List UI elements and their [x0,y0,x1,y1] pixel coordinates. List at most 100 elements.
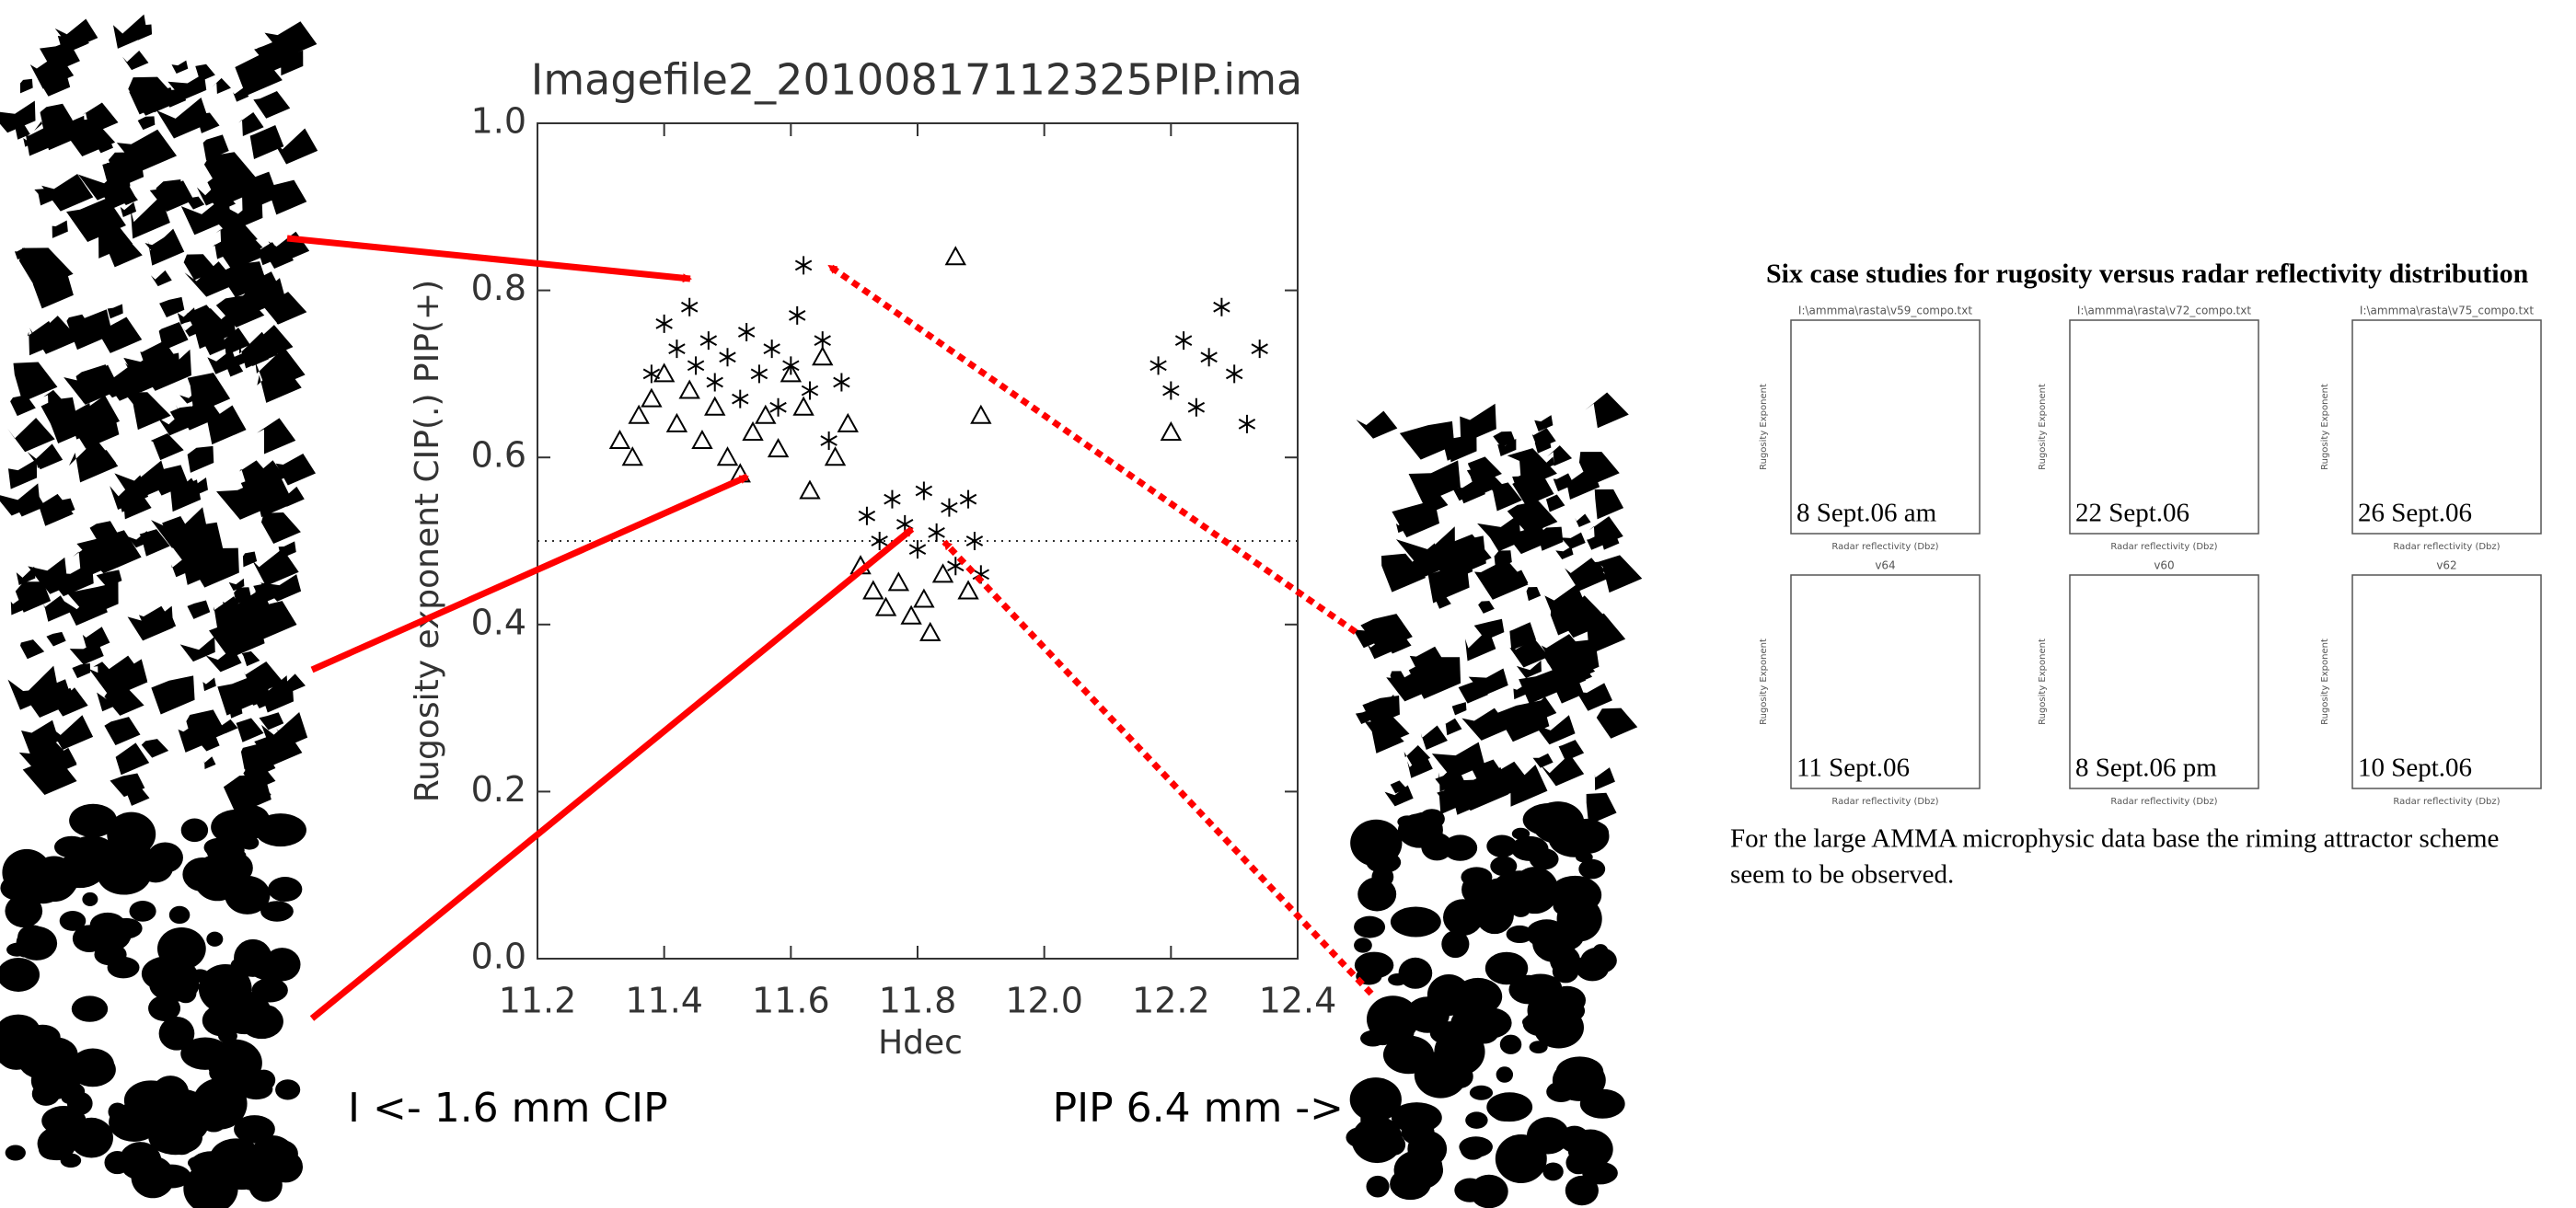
particle [1442,899,1484,936]
triangle-point [931,563,954,583]
particle [0,957,40,992]
particle [1459,1136,1493,1157]
particle [1384,785,1414,807]
particle [98,180,137,210]
y-tick-label: 0.4 [471,602,526,642]
triangle-point [780,362,803,383]
particle [1451,702,1467,716]
particle [211,77,231,95]
particle [1594,489,1624,520]
panel-date: 8 Sept.06 am [1796,499,1937,528]
particle [187,600,211,619]
particle [66,314,91,336]
particle [234,587,252,604]
particle [1453,792,1477,815]
triangle-point [621,446,643,466]
y-axis-label: Rugosity exponent CIP(.) PIP(+) [409,280,446,802]
particle [1493,431,1516,448]
particle [1380,553,1427,592]
particle [203,756,216,769]
x-tick-label: 11.2 [499,981,577,1021]
particle [1354,938,1372,953]
particle [46,631,66,647]
particle [283,37,306,52]
particle [29,53,75,89]
particle [276,723,302,742]
particle [1542,1143,1558,1154]
particle [110,773,145,798]
particle [76,530,142,574]
particle [1509,638,1550,668]
particle [114,742,150,776]
particle [49,715,94,751]
particle [1461,873,1496,906]
particle [187,1156,210,1170]
particle [1594,767,1615,790]
particle [16,125,30,140]
particle [110,830,151,869]
particle [1478,601,1495,614]
asterisk-point [706,373,723,392]
particle [237,995,258,1009]
particle [69,410,120,449]
particle [1555,546,1574,559]
particle [1533,715,1576,745]
panel-frame [2351,319,2542,535]
particle [123,392,171,431]
panel-date: 26 Sept.06 [2358,499,2472,528]
particle [1349,1077,1402,1122]
triangle-point [792,396,814,416]
asterisk-point [737,323,756,341]
particle [42,580,63,594]
particle [152,1164,191,1189]
particle [158,1017,195,1051]
panel-frame [2069,574,2259,789]
particle [10,395,36,417]
triangle-point [824,446,847,466]
y-tick-label: 0.0 [471,937,526,977]
particle [45,561,94,597]
particle [1559,1125,1590,1153]
particle [1490,856,1518,877]
particle [40,105,64,129]
particle [1486,834,1518,857]
particle [218,1029,237,1043]
particle [89,912,126,938]
particle [1414,1051,1468,1099]
particle [1527,696,1557,723]
triangle-point [812,346,834,366]
y-tick-label: 0.8 [471,268,526,308]
particle [21,719,60,754]
particle [37,493,74,526]
particle [253,91,291,119]
asterisk-point [668,339,686,359]
panel-date: 8 Sept.06 pm [2075,754,2217,783]
particle [1552,1059,1606,1101]
particle [50,687,88,717]
particle [1550,605,1585,636]
particle [1427,561,1470,604]
triangle-point [900,604,922,625]
particle [265,247,295,270]
particle [195,63,215,82]
particle [135,349,192,391]
particle [278,541,296,558]
particle [82,102,119,135]
particle [127,531,151,548]
particle [1575,513,1591,527]
asterisk-point [681,297,699,316]
particle [52,115,86,143]
panel-y-label: Rugosity Exponent [1759,384,1769,470]
triangle-point [628,404,650,424]
triangle-point [742,420,764,441]
particle [1516,660,1542,679]
triangle-point [665,412,688,432]
particle [1538,526,1564,551]
triangle-point [862,580,884,600]
particle [260,512,301,544]
particle [259,691,283,708]
asterisk-point [941,498,958,517]
scatter-chart: Imagefile2_20100817112325PIP.ima Hdec Ru… [409,55,1336,1063]
x-tick-label: 12.0 [1005,981,1083,1021]
